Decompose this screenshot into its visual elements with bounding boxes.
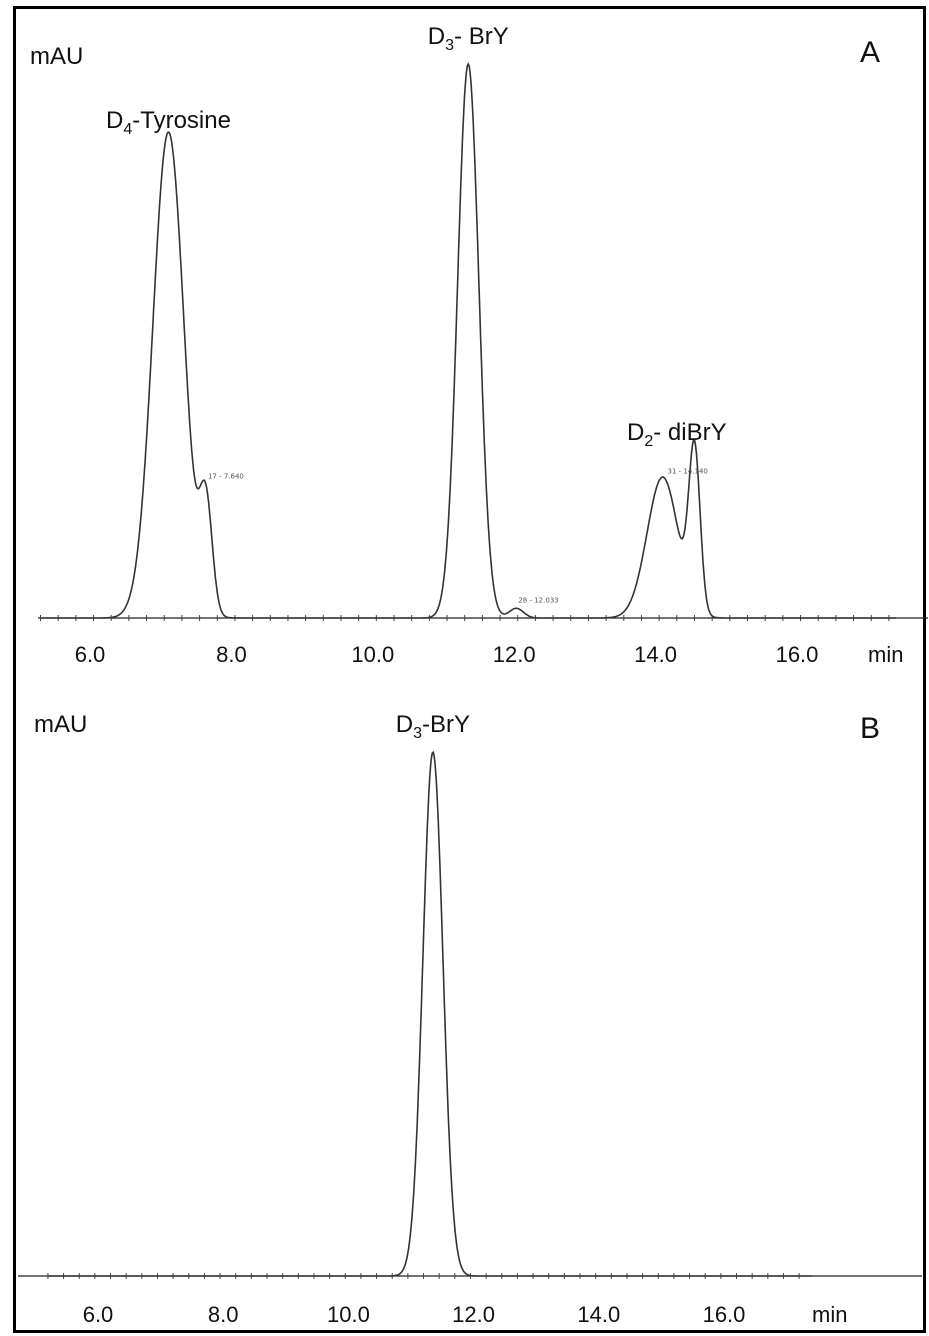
x-tick-label: 8.0 bbox=[216, 642, 247, 667]
x-tick-label: 16.0 bbox=[703, 1302, 746, 1327]
chart-panel-a: 6.0 8.0 10.0 12.0 14.0 16.0 min mAU A D4-Tyrosine… bbox=[30, 23, 928, 667]
peak-integration-label: 28 - 12.033 bbox=[518, 596, 558, 604]
chromatogram-trace bbox=[47, 750, 812, 1277]
peak-integration-label: 31 - 14.140 bbox=[667, 467, 707, 475]
x-axis-label: min bbox=[812, 1302, 847, 1327]
x-tick-label: 12.0 bbox=[452, 1302, 495, 1327]
x-tick-label: 16.0 bbox=[776, 642, 819, 667]
x-tick-label: 8.0 bbox=[208, 1302, 239, 1327]
panel-letter: A bbox=[860, 36, 880, 69]
x-tick-label: 10.0 bbox=[351, 642, 394, 667]
x-axis-label: min bbox=[868, 642, 903, 667]
x-tick-label: 14.0 bbox=[577, 1302, 620, 1327]
peak-annotation: D2- diBrY bbox=[627, 419, 727, 450]
panel-letter: B bbox=[860, 712, 880, 745]
chromatogram-trace bbox=[40, 61, 896, 619]
chart-panel-b: 6.0 8.0 10.0 12.0 14.0 16.0 min mAU B D3-BrY bbox=[18, 711, 922, 1327]
peak-annotation: D3- BrY bbox=[428, 23, 509, 54]
peak-annotation: D4-Tyrosine bbox=[106, 107, 231, 138]
peak-annotation: D3-BrY bbox=[396, 711, 470, 742]
x-tick-label: 6.0 bbox=[83, 1302, 114, 1327]
x-tick-label: 12.0 bbox=[493, 642, 536, 667]
y-axis-label: mAU bbox=[30, 43, 83, 70]
x-tick-label: 6.0 bbox=[75, 642, 106, 667]
peak-integration-label: 17 - 7.640 bbox=[208, 472, 244, 480]
figure-frame bbox=[13, 6, 926, 1333]
x-tick-label: 14.0 bbox=[634, 642, 677, 667]
x-tick-label: 10.0 bbox=[327, 1302, 370, 1327]
y-axis-label: mAU bbox=[34, 711, 87, 738]
